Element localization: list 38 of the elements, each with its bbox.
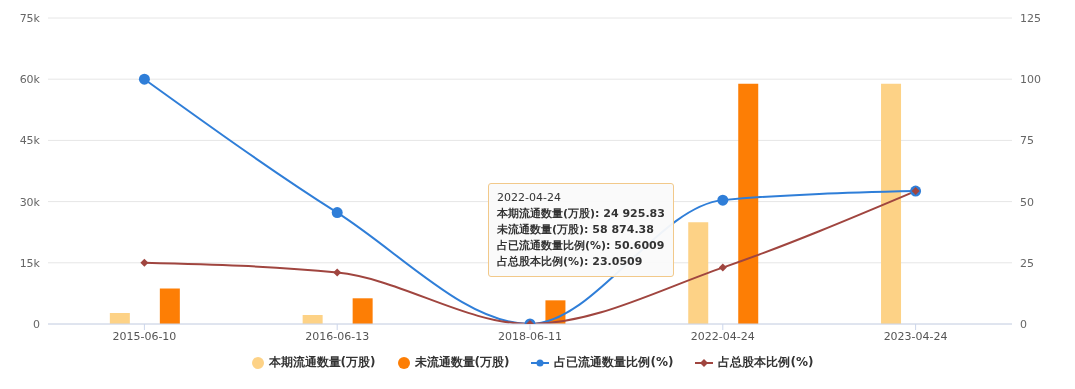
x-tick-label: 2023-04-24 <box>883 329 948 343</box>
bar <box>159 288 180 324</box>
legend-label: 未流通数量(万股) <box>414 354 510 371</box>
legend-label: 本期流通数量(万股) <box>268 354 376 371</box>
y2-tick-label: 75 <box>1020 134 1034 148</box>
point <box>718 263 727 272</box>
annotation: 未流通数量(万股): 58 874.38 <box>497 222 655 238</box>
bar <box>881 83 902 324</box>
point <box>138 73 150 85</box>
legend-label: 占总股本比例(%) <box>718 354 814 371</box>
y2-tick-label: 125 <box>1020 11 1041 25</box>
bar <box>738 83 759 324</box>
y-tick-label: 45k <box>19 134 41 148</box>
annotation: 本期流通数量(万股): 24 925.83 <box>497 206 665 222</box>
y-tick-label: 15k <box>19 256 41 270</box>
y-tick-label: 0 <box>33 317 40 331</box>
y-tick-label: 75k <box>19 11 41 25</box>
y2-tick-label: 25 <box>1020 256 1034 270</box>
bar <box>109 312 130 324</box>
y2-tick-label: 50 <box>1020 195 1034 209</box>
point <box>331 207 343 219</box>
y-tick-label: 30k <box>19 195 41 209</box>
annotation: 2022-04-24 <box>497 190 562 206</box>
x-tick-label: 2018-06-11 <box>498 329 562 343</box>
x-tick-label: 2016-06-13 <box>305 329 370 343</box>
x-tick-label: 2015-06-10 <box>112 329 177 343</box>
point <box>333 268 342 277</box>
legend-label: 占已流通数量比例(%) <box>554 354 674 371</box>
x-tick-label: 2022-04-24 <box>690 329 755 343</box>
y2-tick-label: 100 <box>1020 73 1041 87</box>
annotation: 占总股本比例(%): 23.0509 <box>497 254 644 270</box>
bar <box>352 298 373 324</box>
point <box>717 194 729 206</box>
y-tick-label: 60k <box>19 73 41 87</box>
annotation: 占已流通数量比例(%): 50.6009 <box>497 238 665 254</box>
y2-tick-label: 0 <box>1020 317 1027 331</box>
point <box>140 258 149 267</box>
bar <box>688 222 709 324</box>
